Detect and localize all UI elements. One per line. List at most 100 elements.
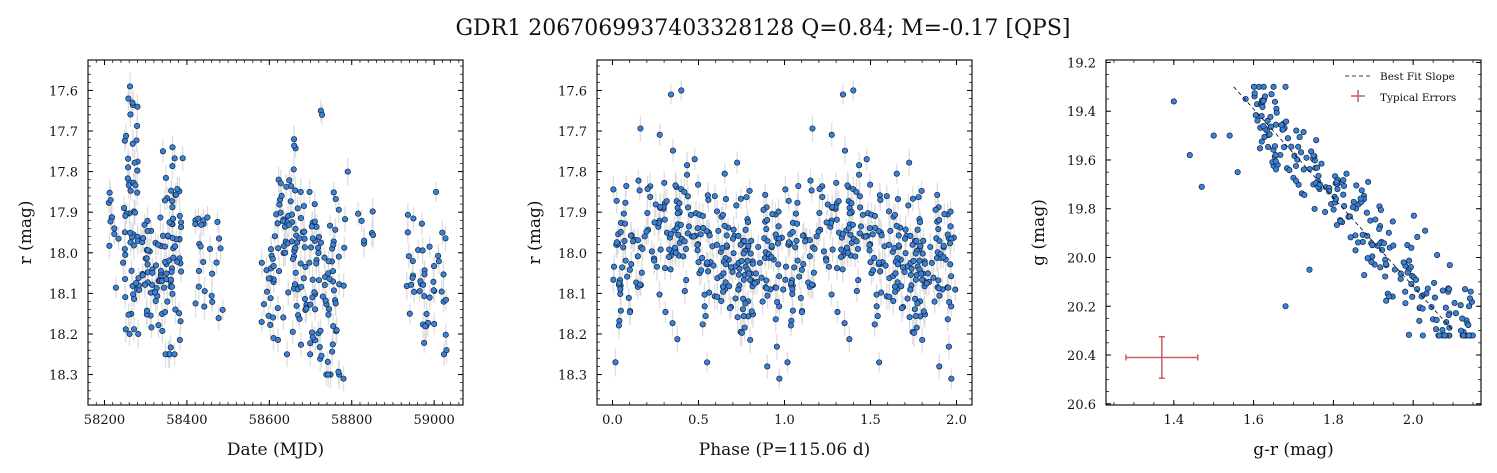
lightcurve-point	[162, 174, 169, 182]
phase-point	[622, 257, 629, 264]
lightcurve-point	[271, 233, 278, 240]
lightcurve-point	[274, 305, 281, 312]
phase-point	[913, 237, 920, 244]
phase-point	[628, 261, 635, 268]
cmd-point	[1306, 266, 1313, 273]
phase-point	[671, 244, 678, 251]
phase-point	[782, 263, 790, 270]
phase-point	[644, 185, 651, 193]
lightcurve-point	[290, 136, 298, 143]
legend-best-fit-label: Best Fit Slope	[1380, 71, 1455, 83]
cmd-point	[1271, 98, 1279, 105]
cmd-point	[1258, 138, 1265, 145]
phase-point	[892, 288, 899, 295]
phase-point	[872, 224, 879, 232]
lightcurve-point	[167, 276, 174, 283]
cmd-point	[1445, 312, 1452, 319]
phase-point	[677, 221, 684, 228]
lightcurve-point	[125, 155, 132, 162]
phase-point	[923, 280, 930, 287]
phase-point	[726, 283, 733, 290]
cmd-point	[1295, 143, 1302, 150]
phase-point	[699, 212, 706, 220]
phase-point	[901, 235, 909, 242]
cmd-point	[1226, 132, 1233, 139]
cmd-point	[1326, 188, 1333, 195]
phase-point	[789, 228, 796, 236]
phase-point	[837, 253, 845, 260]
cmd-point	[1315, 172, 1322, 179]
phase-point	[722, 261, 729, 268]
phase-point	[834, 308, 841, 315]
lightcurve-point	[112, 284, 119, 291]
phase-point	[792, 244, 799, 251]
phase-point	[883, 193, 890, 200]
lightcurve-point	[443, 347, 450, 354]
phase-point	[853, 238, 860, 245]
lightcurve-point	[128, 267, 135, 274]
lightcurve-point	[335, 368, 342, 375]
lightcurve-point	[308, 223, 315, 230]
lightcurve-point	[141, 221, 148, 228]
phase-point	[626, 266, 633, 273]
cmd-point	[1347, 234, 1354, 241]
phase-point	[788, 280, 795, 287]
lightcurve-point	[111, 230, 118, 237]
phase-point	[743, 194, 750, 201]
cmd-point	[1446, 286, 1453, 293]
phase-point	[816, 185, 823, 193]
phase-point	[921, 260, 928, 267]
phase-point	[844, 182, 851, 189]
phase-point	[734, 159, 741, 166]
phase-point	[890, 297, 897, 305]
lightcurve-point	[134, 103, 141, 110]
y-tick-label: 17.9	[558, 206, 587, 221]
phase-point	[936, 237, 943, 245]
cmd-point	[1405, 331, 1412, 338]
lightcurve-point	[122, 251, 129, 258]
phase-point	[823, 219, 830, 226]
lightcurve-point	[140, 235, 147, 242]
lightcurve-point	[141, 281, 149, 288]
phase-point	[940, 254, 947, 261]
cmd-point	[1259, 103, 1266, 110]
cmd-point	[1250, 83, 1257, 90]
cmd-point	[1352, 247, 1359, 254]
phase-point	[898, 305, 905, 312]
phase-point	[737, 241, 744, 248]
cmd-point	[1260, 97, 1267, 104]
phase-point	[820, 248, 827, 255]
lightcurve-point	[169, 197, 176, 205]
cmd-point	[1424, 285, 1431, 292]
lightcurve-point	[285, 289, 292, 296]
lightcurve-point	[309, 276, 316, 283]
phase-point	[945, 343, 952, 350]
phase-point	[853, 288, 860, 295]
cmd-point	[1386, 293, 1393, 300]
lightcurve-point	[297, 215, 304, 222]
phase-point	[739, 306, 746, 313]
lightcurve-point	[335, 253, 342, 260]
cmd-point	[1264, 143, 1272, 151]
cmd-point	[1390, 242, 1397, 249]
phase-point	[930, 274, 937, 281]
phase-point	[723, 242, 730, 249]
lightcurve-point	[127, 229, 134, 236]
phase-point	[873, 303, 880, 310]
phase-point	[706, 232, 713, 239]
cmd-point	[1210, 132, 1217, 139]
phase-point	[915, 194, 922, 201]
phase-point	[695, 259, 702, 266]
cmd-point	[1466, 295, 1474, 302]
phase-point	[680, 253, 687, 260]
cmd-point	[1343, 170, 1350, 177]
y-tick-label: 19.8	[1067, 203, 1096, 218]
phase-point	[704, 359, 711, 366]
y-tick-label: 18.1	[558, 287, 587, 302]
phase-point	[643, 228, 650, 235]
phase-point	[775, 208, 782, 215]
phase-point	[911, 306, 918, 313]
phase-point	[919, 336, 926, 343]
cmd-point	[1433, 326, 1440, 333]
lightcurve-point	[280, 218, 287, 225]
